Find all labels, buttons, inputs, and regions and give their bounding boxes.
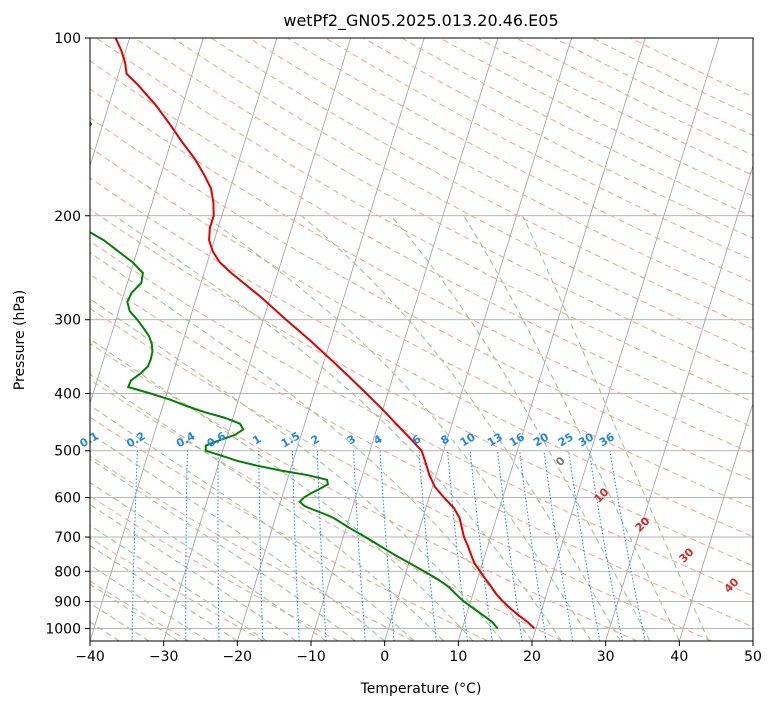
dry-adiabat-line bbox=[90, 273, 753, 628]
dry-adiabat-line bbox=[172, 38, 753, 353]
mixing-ratio-line bbox=[497, 450, 523, 641]
isotherm-line bbox=[678, 402, 753, 641]
mixing-ratio-line bbox=[258, 450, 264, 641]
dry-adiabat-line bbox=[96, 38, 753, 403]
dry-adiabat-line bbox=[90, 146, 753, 509]
isotherm-line bbox=[384, 38, 572, 641]
y-tick-label: 900 bbox=[54, 594, 81, 610]
x-tick-label: 30 bbox=[597, 649, 615, 665]
y-tick-label: 100 bbox=[54, 31, 81, 47]
dewpoint-profile-line bbox=[90, 120, 499, 630]
dry-adiabat-line bbox=[287, 38, 753, 283]
y-tick-label: 200 bbox=[54, 209, 81, 225]
moist-adiabat-line bbox=[90, 458, 356, 641]
y-tick-label: 300 bbox=[54, 313, 81, 329]
x-tick-label: 50 bbox=[744, 649, 762, 665]
dry-adiabat-line bbox=[90, 416, 488, 641]
y-tick-label: 1000 bbox=[45, 621, 81, 637]
dry-adiabat-line bbox=[90, 455, 414, 641]
isotherm-line bbox=[90, 38, 130, 168]
isotherm-line bbox=[752, 639, 753, 641]
mixing-ratio-line bbox=[185, 450, 188, 641]
y-axis-title: Pressure (hPa) bbox=[12, 290, 28, 390]
moist-adiabat-line bbox=[90, 338, 474, 641]
x-tick-label: −10 bbox=[296, 649, 326, 665]
mixing-ratio-line bbox=[131, 450, 138, 641]
mixing-ratio-line bbox=[379, 450, 395, 641]
moist-adiabat-line bbox=[90, 481, 326, 641]
dry-adiabat-line bbox=[90, 307, 712, 641]
x-tick-label: 20 bbox=[523, 649, 541, 665]
y-tick-label: 700 bbox=[54, 530, 81, 546]
mixing-ratio-line bbox=[217, 450, 220, 641]
moist-adiabat-line bbox=[90, 298, 503, 641]
x-axis-title: Temperature (°C) bbox=[360, 681, 482, 697]
moist-adiabat-line bbox=[90, 373, 444, 641]
dry-adiabat-line bbox=[90, 177, 753, 538]
dry-adiabat-line bbox=[90, 60, 753, 428]
mixing-ratio-line bbox=[418, 450, 437, 641]
mixing-ratio-line bbox=[469, 450, 493, 641]
moist-adiabat-line bbox=[90, 503, 297, 641]
isotherm-line bbox=[605, 164, 753, 641]
plot-frame bbox=[89, 37, 754, 642]
mixing-ratio-line bbox=[447, 450, 468, 641]
moist-adiabat-line bbox=[204, 215, 592, 641]
profile-series bbox=[90, 38, 536, 630]
mixing-ratio-line bbox=[90, 450, 91, 471]
dry-adiabat-line bbox=[90, 580, 190, 641]
moist-adiabat-line bbox=[463, 215, 680, 641]
isotherm-line bbox=[236, 38, 425, 641]
axes: −40 −30 −20 −10 0 10 20 30 40 50 1000 900 800 700 600 5… bbox=[45, 31, 762, 665]
moist-adiabat-line bbox=[522, 215, 710, 641]
x-tick-label: 10 bbox=[449, 649, 467, 665]
moist-adiabat-line bbox=[390, 215, 651, 641]
y-tick-label: 400 bbox=[54, 387, 81, 403]
mixing-ratio-line bbox=[292, 450, 300, 641]
isotherm-line bbox=[90, 38, 278, 641]
temperature-profile-line bbox=[114, 38, 536, 630]
dry-adiabat-line bbox=[210, 38, 753, 330]
dry-adiabat-line bbox=[90, 537, 264, 641]
y-tick-label: 500 bbox=[54, 444, 81, 460]
chart-title: wetPf2_GN05.2025.013.20.46.E05 bbox=[283, 11, 558, 31]
x-tick-label: −20 bbox=[223, 649, 253, 665]
y-tick-label: 600 bbox=[54, 490, 81, 506]
isotherm-line bbox=[163, 38, 351, 641]
x-tick-label: −30 bbox=[149, 649, 179, 665]
background-lines bbox=[90, 38, 753, 641]
mixing-ratio-line bbox=[316, 450, 327, 641]
x-tick-label: 40 bbox=[670, 649, 688, 665]
x-tick-label: −40 bbox=[75, 649, 105, 665]
x-tick-label: 0 bbox=[380, 649, 389, 665]
mixing-ratio-line bbox=[353, 450, 366, 641]
y-tick-label: 800 bbox=[54, 564, 81, 580]
moist-adiabat-line bbox=[114, 215, 562, 641]
moist-adiabat-line bbox=[301, 215, 621, 641]
isotherm-line bbox=[90, 38, 204, 405]
moist-adiabat-line bbox=[90, 251, 533, 641]
plot-background bbox=[90, 38, 753, 641]
